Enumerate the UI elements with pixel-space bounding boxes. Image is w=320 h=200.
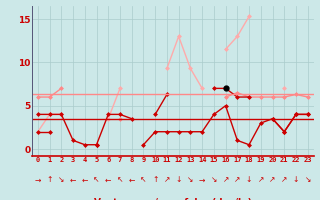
Text: ↘: ↘: [305, 175, 311, 184]
Text: ↘: ↘: [58, 175, 65, 184]
Text: ↓: ↓: [246, 175, 252, 184]
Text: ↖: ↖: [140, 175, 147, 184]
Text: ↗: ↗: [258, 175, 264, 184]
Text: Vent moyen/en rafales ( km/h ): Vent moyen/en rafales ( km/h ): [94, 198, 252, 200]
Text: ↖: ↖: [117, 175, 123, 184]
Text: →: →: [199, 175, 205, 184]
Text: ←: ←: [82, 175, 88, 184]
Text: ↑: ↑: [46, 175, 53, 184]
Text: ↗: ↗: [234, 175, 241, 184]
Text: ↘: ↘: [187, 175, 194, 184]
Text: ↗: ↗: [164, 175, 170, 184]
Text: ←: ←: [129, 175, 135, 184]
Text: ←: ←: [105, 175, 111, 184]
Text: ↗: ↗: [269, 175, 276, 184]
Text: ←: ←: [70, 175, 76, 184]
Text: ↗: ↗: [222, 175, 229, 184]
Text: ↓: ↓: [293, 175, 299, 184]
Text: ↖: ↖: [93, 175, 100, 184]
Text: ↗: ↗: [281, 175, 287, 184]
Text: →: →: [35, 175, 41, 184]
Text: ↓: ↓: [175, 175, 182, 184]
Text: ↘: ↘: [211, 175, 217, 184]
Text: ↑: ↑: [152, 175, 158, 184]
